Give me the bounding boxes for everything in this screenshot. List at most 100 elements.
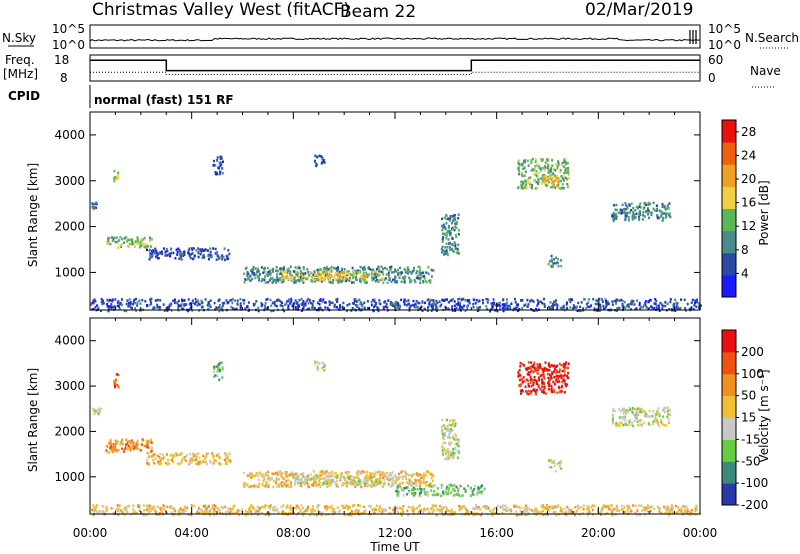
data-cell — [385, 472, 388, 475]
data-cell — [546, 505, 549, 508]
data-cell — [437, 493, 440, 496]
x-tick-label: 16:00 — [479, 526, 514, 540]
data-cell — [558, 390, 561, 394]
data-cell — [343, 268, 346, 271]
data-cell — [333, 511, 336, 514]
data-cell — [661, 203, 664, 206]
data-cell — [658, 216, 661, 220]
data-cell — [533, 309, 536, 312]
data-cell — [433, 484, 435, 488]
data-cell — [469, 487, 472, 490]
data-cell — [675, 304, 678, 307]
data-cell — [214, 509, 217, 512]
data-cell — [359, 277, 361, 281]
data-cell — [407, 272, 409, 275]
data-cell — [213, 375, 216, 378]
data-cell — [664, 511, 667, 515]
data-cell — [537, 171, 540, 175]
data-cell — [132, 507, 135, 511]
data-cell — [550, 376, 553, 379]
data-cell — [496, 309, 499, 313]
data-cell — [245, 514, 248, 517]
data-cell — [121, 442, 124, 446]
data-cell — [257, 275, 260, 278]
data-cell — [478, 513, 481, 516]
data-cell — [115, 442, 117, 445]
data-cell — [453, 214, 456, 217]
data-cell — [218, 172, 221, 176]
data-cell — [525, 184, 528, 187]
data-cell — [588, 506, 590, 509]
data-cell — [212, 163, 215, 167]
data-cell — [372, 276, 375, 279]
data-cell — [285, 473, 288, 477]
data-cell — [414, 280, 417, 284]
data-cell — [276, 508, 279, 511]
data-cell — [451, 309, 454, 312]
data-cell — [152, 459, 155, 462]
data-cell — [320, 155, 323, 158]
data-cell — [283, 483, 285, 487]
data-cell — [472, 306, 475, 309]
data-cell — [568, 298, 571, 301]
data-cell — [264, 301, 267, 305]
data-cell — [399, 475, 402, 478]
data-cell — [363, 509, 366, 513]
data-cell — [405, 486, 407, 490]
data-cell — [126, 236, 129, 240]
data-cell — [264, 306, 267, 310]
data-cell — [444, 431, 447, 435]
data-cell — [378, 269, 381, 272]
data-cell — [333, 274, 336, 278]
data-cell — [480, 513, 483, 517]
data-cell — [430, 305, 433, 309]
data-cell — [301, 307, 304, 310]
data-cell — [361, 276, 364, 279]
data-cell — [632, 212, 635, 215]
data-cell — [166, 512, 169, 515]
data-cell — [273, 506, 276, 509]
data-cell — [304, 276, 307, 279]
data-cell — [452, 423, 455, 427]
data-cell — [451, 508, 453, 511]
data-cell — [267, 483, 270, 486]
data-cell — [370, 485, 373, 489]
data-cell — [330, 504, 333, 508]
data-cell — [406, 509, 409, 513]
data-cell — [272, 472, 275, 476]
data-cell — [219, 164, 222, 167]
data-cell — [666, 409, 669, 413]
data-cell — [249, 279, 252, 282]
data-cell — [551, 158, 553, 162]
data-cell — [662, 219, 665, 222]
data-cell — [298, 298, 301, 302]
data-cell — [631, 421, 633, 425]
data-cell — [526, 178, 529, 181]
data-cell — [516, 514, 518, 517]
data-cell — [695, 305, 698, 308]
data-cell — [335, 482, 337, 486]
data-cell — [197, 303, 200, 306]
data-cell — [644, 301, 647, 305]
data-cell — [562, 179, 565, 182]
data-cell — [501, 303, 504, 306]
data-cell — [530, 159, 533, 162]
data-cell — [281, 511, 284, 514]
data-cell — [658, 309, 661, 312]
data-cell — [475, 504, 477, 507]
data-cell — [125, 302, 128, 306]
data-cell — [565, 510, 567, 514]
data-cell — [322, 481, 325, 484]
data-cell — [440, 494, 443, 497]
data-cell — [480, 490, 483, 494]
data-cell — [256, 275, 259, 278]
data-cell — [627, 219, 630, 222]
data-cell — [548, 364, 551, 367]
data-cell — [204, 508, 207, 512]
data-cell — [611, 511, 614, 514]
data-cell — [323, 477, 325, 480]
data-cell — [110, 445, 113, 448]
data-cell — [217, 508, 220, 511]
data-cell — [261, 475, 264, 479]
data-cell — [156, 253, 159, 257]
